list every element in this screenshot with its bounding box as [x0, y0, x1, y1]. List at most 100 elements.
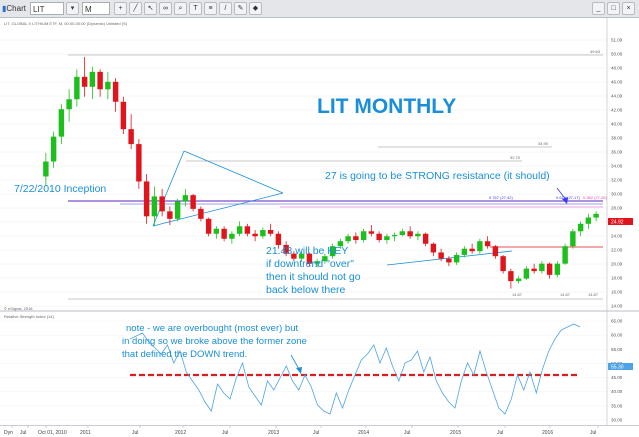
rsi-tick-label: 30.00 [611, 418, 623, 423]
price-tick-label: 24.00 [611, 234, 623, 239]
candle-body [453, 254, 460, 263]
candle-body [546, 263, 553, 275]
date-axis[interactable]: Dyn Jul Oct 01, 2010 2011 Jul 2012 Jul 2013 Jul 2… [0, 425, 639, 436]
symbol-input[interactable]: LIT [30, 2, 64, 15]
candles-group [43, 56, 599, 289]
rsi-tick-label: 45.00 [611, 375, 623, 380]
candle-body [298, 253, 305, 259]
level-label-fib-mid: 0.618 (27.17) [556, 195, 580, 200]
candle-body [252, 233, 258, 237]
candle-body [515, 278, 522, 282]
triangle-left-line [152, 150, 185, 227]
candle-body [143, 181, 150, 217]
link-icon[interactable]: ∞ [159, 2, 172, 15]
candle-body [577, 223, 584, 232]
candle-body [415, 233, 421, 237]
candle-body [446, 258, 452, 263]
level-label-top: 49.63 [590, 49, 601, 54]
price-tick-label: 42.00 [611, 108, 623, 113]
candle-body [376, 233, 382, 240]
note-annotation-line3: that defined the DOWN trend. [122, 349, 248, 360]
candle-body [136, 144, 142, 182]
candle-body [159, 196, 165, 212]
arrow-head [562, 197, 568, 204]
candle-body [198, 208, 204, 219]
candle-body [531, 268, 537, 272]
candle-body [422, 233, 429, 244]
candle-body [128, 129, 134, 145]
candle-body [337, 241, 344, 247]
rsi-tick-label: 55.00 [611, 347, 623, 352]
price-tick-label: 18.00 [611, 276, 623, 281]
close-icon[interactable]: × [622, 2, 635, 15]
rsi-tick-label: 40.00 [611, 389, 623, 394]
marker-icon[interactable]: ◆ [249, 2, 262, 15]
interval-input[interactable]: M [82, 2, 110, 15]
price-tick-label: 22.00 [611, 248, 623, 253]
candle-body [430, 243, 437, 253]
level-label-fib-right: 0.382 (27.26) [583, 195, 607, 200]
price-tick-label: 40.00 [611, 122, 623, 127]
candle-body [174, 201, 181, 219]
candle-body [360, 231, 367, 240]
candle-body [562, 246, 568, 264]
candle-body [329, 246, 336, 257]
minimize-icon[interactable]: _ [592, 2, 605, 15]
cursor-icon[interactable]: ↖ [144, 2, 157, 15]
chart-window-label: ▮Chart [2, 2, 26, 15]
text-tool-icon[interactable]: T [189, 2, 202, 15]
candle-body [399, 231, 406, 236]
candle-body [469, 248, 475, 252]
chart-header: LIT, GLOBAL X LITHIUM ETF, M, 00:00-00:0… [4, 21, 127, 26]
candle-body [585, 217, 592, 224]
price-tick-label: 36.00 [611, 150, 623, 155]
date-tick-label: Dyn [4, 430, 13, 436]
price-axis-labels: 51.00 50.00 48.00 46.00 44.00 42.00 40.00 38.00… [611, 38, 623, 423]
candle-body [523, 268, 530, 279]
candle-body [492, 246, 499, 257]
candle-body [384, 236, 390, 240]
key-annotation-line1: 21.43 will be KEY [266, 245, 349, 257]
candle-body [438, 252, 444, 259]
date-tick-label: Jul [590, 430, 596, 436]
rsi-arrow-head [296, 367, 302, 374]
level-label-mid: 32.70 [510, 155, 521, 160]
breakout-trendline [386, 250, 513, 266]
zoom-icon[interactable]: ⌕ [174, 2, 187, 15]
date-tick-label: Jul [313, 430, 319, 436]
maximize-icon[interactable]: □ [607, 2, 620, 15]
candle-body [205, 218, 212, 234]
date-tick-label: Jul [132, 430, 138, 436]
price-tick-label: 44.00 [611, 94, 623, 99]
price-tick-label: 34.00 [611, 164, 623, 169]
chart-toolbar: ▮Chart LIT ▾ M + ╱ ↖ ∞ ⌕ T ≡ / ✎ ◆ _ □ × [0, 0, 639, 18]
key-annotation-line3: then it should not go [266, 271, 361, 283]
rsi-line [129, 323, 581, 415]
crosshair-icon[interactable]: + [114, 2, 127, 15]
symbol-dropdown-icon[interactable]: ▾ [66, 2, 79, 15]
date-tick-label: 2012 [175, 430, 186, 436]
rsi-tick-label: 65.00 [611, 319, 623, 324]
triangle-upper-line [183, 150, 284, 194]
note-annotation-line1: note - we are overbought (most ever) but [126, 323, 299, 334]
candle-body [229, 233, 235, 239]
current-price-label: 24.92 [611, 220, 624, 226]
candle-body [105, 81, 111, 90]
price-chart[interactable]: 51.00 50.00 48.00 46.00 44.00 42.00 40.00 38.00… [0, 18, 639, 425]
candle-body [461, 248, 468, 255]
draw-line-icon[interactable]: ╱ [129, 2, 142, 15]
price-tick-label: 51.00 [611, 38, 623, 43]
level-label-low1: 14.67 [512, 292, 523, 297]
candle-body [167, 211, 173, 219]
indicator-header: Relative Strength Index (14) [4, 314, 54, 319]
candle-body [407, 231, 413, 237]
pencil-icon[interactable]: ✎ [234, 2, 247, 15]
price-tick-label: 38.00 [611, 136, 623, 141]
candle-body [58, 109, 65, 137]
rsi-current-tag [608, 363, 633, 370]
candle-body [345, 236, 351, 242]
candle-body [267, 230, 274, 234]
candle-body [43, 161, 49, 177]
fib-tool-icon[interactable]: ≡ [204, 2, 217, 15]
trendline-icon[interactable]: / [219, 2, 232, 15]
